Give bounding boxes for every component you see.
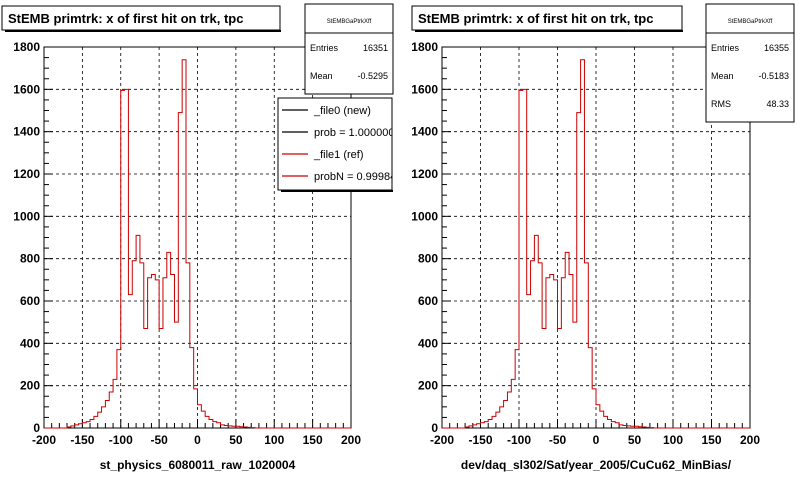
y-tick-label: 1600	[411, 82, 438, 96]
x-tick-label: 150	[303, 433, 323, 447]
left-histogram-panel: -200 -150 -100 -50 0 50 100 150 200 0 200 400 600 800…	[1, 3, 396, 472]
y-tick-label: 1400	[411, 125, 438, 139]
x-tick-label: 50	[229, 433, 243, 447]
stats-entries-value: 16351	[363, 43, 388, 53]
x-axis-title: st_physics_6080011_raw_1020004	[100, 458, 296, 472]
x-tick-label: 200	[740, 433, 760, 447]
x-tick-label: 100	[663, 433, 683, 447]
y-tick-label: 0	[33, 421, 40, 435]
x-tick-label: 0	[194, 433, 201, 447]
stats-rms-label: RMS	[711, 99, 731, 109]
plot-frame	[441, 46, 751, 429]
histogram-series-line	[44, 59, 351, 429]
legend-clip: _file0 (new) prob = 1.000000 _file1 (ref) p…	[282, 105, 396, 183]
y-tick-label: 0	[431, 421, 438, 435]
stats-entries-label: Entries	[310, 43, 339, 53]
y-tick-label: 800	[20, 252, 40, 266]
stats-name: StEMBGaPtrkXff	[728, 19, 773, 25]
legend-entry-label: probN = 0.99984	[314, 171, 396, 183]
stats-mean-label: Mean	[310, 71, 333, 81]
x-tick-label: -100	[507, 433, 531, 447]
stats-box	[304, 3, 394, 95]
x-tick-label: -150	[70, 433, 94, 447]
x-tick-label: -50	[549, 433, 567, 447]
x-tick-label: -150	[468, 433, 492, 447]
y-tick-label: 600	[418, 294, 438, 308]
legend-entry-label: prob = 1.000000	[314, 127, 394, 139]
chart-title: StEMB primtrk: x of first hit on trk, tp…	[418, 11, 653, 26]
legend-entry-label: _file0 (new)	[313, 105, 371, 117]
stats-entries-value: 16355	[764, 43, 789, 53]
chart-title: StEMB primtrk: x of first hit on trk, tp…	[8, 11, 243, 26]
x-tick-label: 150	[701, 433, 721, 447]
y-tick-label: 1800	[13, 40, 40, 54]
stats-entries-label: Entries	[711, 43, 740, 53]
y-tick-label: 200	[418, 379, 438, 393]
y-tick-label: 1000	[13, 209, 40, 223]
y-tick-label: 1400	[13, 125, 40, 139]
x-tick-label: 100	[264, 433, 284, 447]
stats-name: StEMBGaPtrkXff	[327, 19, 372, 25]
stats-box	[705, 3, 795, 123]
stats-rms-value: 48.33	[766, 99, 789, 109]
x-tick-label: 200	[341, 433, 361, 447]
x-tick-label: -200	[430, 433, 454, 447]
y-tick-label: 600	[20, 294, 40, 308]
stats-mean-value: -0.5183	[758, 71, 789, 81]
y-tick-label: 1000	[411, 209, 438, 223]
title-box	[411, 5, 683, 31]
x-tick-label: 0	[593, 433, 600, 447]
histogram-series-line	[442, 59, 750, 429]
stats-mean-value: -0.5295	[357, 71, 388, 81]
x-tick-label: -200	[32, 433, 56, 447]
y-tick-label: 1600	[13, 82, 40, 96]
x-tick-label: -100	[109, 433, 133, 447]
x-tick-label: -50	[150, 433, 168, 447]
stats-mean-label: Mean	[711, 71, 734, 81]
y-tick-label: 1200	[13, 167, 40, 181]
y-tick-label: 400	[418, 336, 438, 350]
y-tick-label: 1200	[411, 167, 438, 181]
y-tick-label: 200	[20, 379, 40, 393]
y-tick-label: 1800	[411, 40, 438, 54]
x-tick-label: 50	[628, 433, 642, 447]
right-histogram-panel: -200 -150 -100 -50 0 50 100 150 200 0 200 400 600 800…	[411, 3, 795, 472]
x-axis-title: dev/daq_sl302/Sat/year_2005/CuCu62_MinBi…	[461, 458, 732, 472]
y-tick-label: 800	[418, 252, 438, 266]
legend-entry-label: _file1 (ref)	[313, 149, 364, 161]
y-tick-label: 400	[20, 336, 40, 350]
legend-box	[277, 97, 393, 191]
